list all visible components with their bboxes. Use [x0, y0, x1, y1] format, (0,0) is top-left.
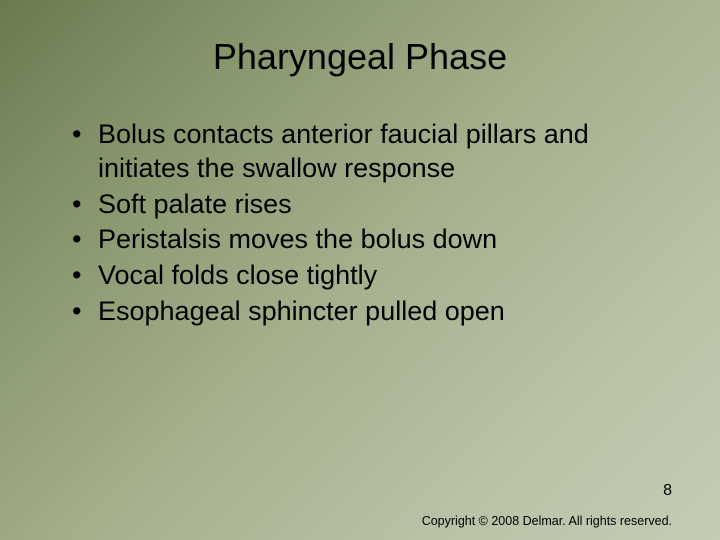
bullet-item: Bolus contacts anterior faucial pillars …: [68, 118, 670, 186]
bullet-list: Bolus contacts anterior faucial pillars …: [50, 118, 670, 329]
slide-title: Pharyngeal Phase: [50, 36, 670, 78]
page-number: 8: [663, 482, 672, 500]
bullet-item: Soft palate rises: [68, 188, 670, 222]
bullet-item: Vocal folds close tightly: [68, 259, 670, 293]
bullet-item: Esophageal sphincter pulled open: [68, 295, 670, 329]
bullet-item: Peristalsis moves the bolus down: [68, 223, 670, 257]
slide-container: Pharyngeal Phase Bolus contacts anterior…: [0, 0, 720, 540]
copyright-text: Copyright © 2008 Delmar. All rights rese…: [422, 514, 672, 528]
